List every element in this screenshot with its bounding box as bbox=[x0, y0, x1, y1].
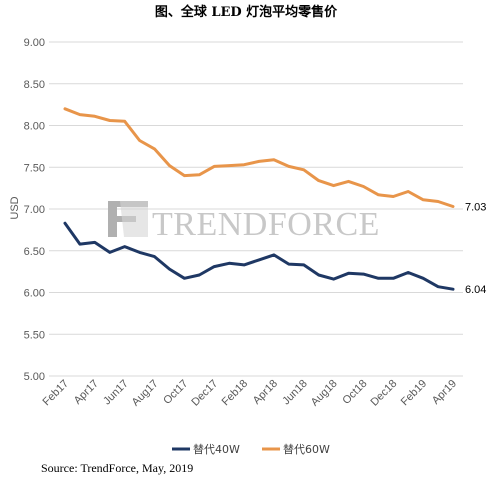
data-point bbox=[213, 165, 216, 168]
data-point bbox=[108, 119, 112, 122]
data-point bbox=[347, 180, 350, 183]
data-point bbox=[287, 262, 290, 266]
y-tick-label: 8.50 bbox=[24, 79, 45, 91]
data-point bbox=[183, 174, 186, 177]
data-point bbox=[78, 113, 82, 116]
data-point bbox=[362, 272, 365, 276]
data-point bbox=[213, 265, 216, 268]
legend-label-40w: 替代40W bbox=[193, 442, 240, 456]
y-axis-ticks: 5.00 5.50 6.00 6.50 7.00 7.50 8.00 8.50 9.00 bbox=[24, 37, 45, 383]
data-point bbox=[407, 271, 410, 274]
data-point bbox=[168, 267, 171, 271]
data-point bbox=[377, 193, 380, 196]
data-point bbox=[287, 165, 290, 168]
data-point bbox=[317, 179, 320, 182]
data-point bbox=[138, 251, 141, 254]
data-point bbox=[332, 184, 335, 187]
data-point bbox=[436, 200, 440, 203]
data-point bbox=[242, 163, 246, 166]
series-end-label-40w: 6.04 bbox=[465, 284, 486, 296]
data-point bbox=[123, 245, 126, 248]
data-point bbox=[198, 273, 201, 277]
y-tick-label: 8.00 bbox=[24, 121, 45, 133]
chart-title: 图、全球 LED 灯泡平均零售价 bbox=[155, 4, 338, 20]
trendforce-logo-icon bbox=[108, 201, 148, 237]
data-point bbox=[93, 241, 97, 244]
y-tick-label: 5.50 bbox=[24, 329, 45, 341]
legend: 替代40W 替代60W bbox=[172, 442, 330, 456]
data-point bbox=[228, 164, 231, 167]
data-point bbox=[451, 205, 455, 208]
data-point bbox=[407, 190, 410, 193]
series-end-label-60w: 7.03 bbox=[465, 201, 486, 213]
legend-label-60w: 替代60W bbox=[283, 442, 330, 456]
data-point bbox=[362, 185, 365, 188]
data-point bbox=[302, 168, 305, 171]
data-point bbox=[332, 277, 335, 281]
data-point bbox=[198, 173, 201, 176]
data-point bbox=[392, 195, 395, 198]
data-point bbox=[108, 251, 112, 254]
y-tick-label: 9.00 bbox=[24, 37, 45, 49]
data-point bbox=[168, 164, 171, 167]
data-point bbox=[451, 288, 455, 291]
source-note: Source: TrendForce, May, 2019 bbox=[41, 461, 193, 475]
y-tick-label: 7.50 bbox=[24, 162, 45, 174]
data-point bbox=[93, 115, 97, 118]
series-layer bbox=[63, 107, 455, 291]
data-point bbox=[242, 263, 246, 267]
y-tick-label: 5.00 bbox=[24, 371, 45, 383]
data-point bbox=[228, 262, 231, 265]
y-tick-label: 7.00 bbox=[24, 204, 45, 216]
data-point bbox=[422, 277, 425, 280]
data-point bbox=[183, 277, 186, 280]
data-point bbox=[257, 160, 261, 163]
y-tick-label: 6.50 bbox=[24, 246, 45, 258]
data-point bbox=[257, 258, 261, 262]
data-point bbox=[123, 120, 126, 123]
data-point bbox=[347, 272, 350, 275]
watermark-text: TRENDFORCE bbox=[152, 206, 380, 243]
data-point bbox=[392, 277, 395, 280]
data-point bbox=[302, 263, 305, 267]
data-point bbox=[78, 242, 82, 246]
data-point bbox=[422, 198, 425, 201]
data-point bbox=[272, 253, 276, 257]
y-axis-label: USD bbox=[9, 196, 21, 219]
y-tick-label: 6.00 bbox=[24, 288, 45, 300]
data-point bbox=[63, 222, 67, 225]
trendforce-watermark: TRENDFORCE bbox=[108, 201, 380, 243]
data-point bbox=[317, 273, 320, 277]
data-point bbox=[63, 107, 67, 111]
data-point bbox=[153, 255, 156, 258]
data-point bbox=[272, 158, 276, 161]
data-point bbox=[153, 147, 156, 151]
data-point bbox=[436, 285, 440, 288]
data-point bbox=[138, 139, 141, 142]
data-point bbox=[377, 277, 380, 280]
